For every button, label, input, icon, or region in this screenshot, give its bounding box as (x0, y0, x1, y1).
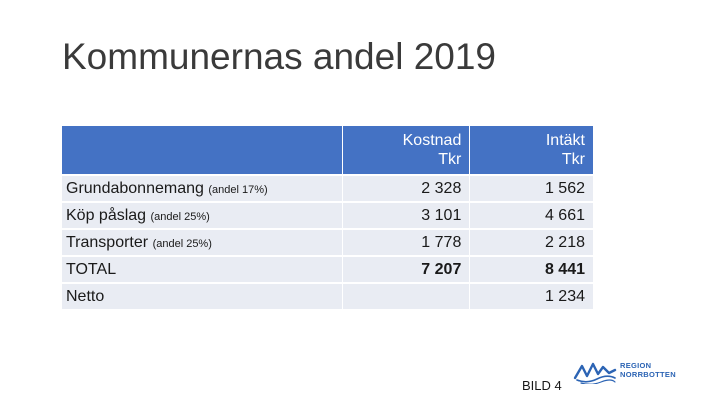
row-label-cell: Netto (62, 282, 344, 309)
slide-title: Kommunernas andel 2019 (62, 36, 497, 77)
row-label: Grundabonnemang (66, 179, 204, 197)
row-note: (andel 17%) (208, 183, 268, 196)
logo-wordmark: REGION NORRBOTTEN (620, 361, 676, 379)
header-kostnad-line2: Tkr (438, 151, 462, 168)
intakt-cell: 1 234 (470, 282, 593, 309)
row-label-cell: Transporter (andel 25%) (62, 228, 344, 255)
row-label-cell: Köp påslag (andel 25%) (62, 201, 344, 228)
kostnad-cell: 1 778 (343, 228, 471, 255)
table-header-row: Kostnad Tkr Intäkt Tkr (62, 126, 593, 174)
kostnad-cell (343, 282, 471, 309)
header-intakt-line1: Intäkt (545, 132, 585, 149)
header-blank-cell (62, 126, 344, 174)
table-row-netto: Netto 1 234 (62, 282, 593, 309)
intakt-cell: 4 661 (470, 201, 593, 228)
header-kostnad-line1: Kostnad (402, 132, 462, 149)
logo-line-1: REGION (620, 361, 652, 370)
intakt-cell: 2 218 (470, 228, 593, 255)
kostnad-cell: 2 328 (343, 174, 471, 201)
logo-mark-icon (573, 362, 617, 384)
row-label-cell: Grundabonnemang (andel 17%) (62, 174, 344, 201)
row-label: TOTAL (66, 260, 117, 278)
header-intakt: Intäkt Tkr (470, 126, 593, 174)
intakt-cell: 1 562 (470, 174, 593, 201)
kostnad-cell: 3 101 (343, 201, 471, 228)
cost-income-table: Kostnad Tkr Intäkt Tkr Grundabonnemang (… (62, 126, 593, 309)
kostnad-cell: 7 207 (343, 255, 471, 282)
row-note: (andel 25%) (150, 210, 210, 223)
logo-line-2: NORRBOTTEN (620, 370, 676, 379)
region-norrbotten-logo: REGION NORRBOTTEN (573, 358, 683, 388)
row-label-cell: TOTAL (62, 255, 344, 282)
row-label: Transporter (66, 233, 149, 251)
header-kostnad: Kostnad Tkr (343, 126, 471, 174)
row-label: Netto (66, 287, 105, 305)
table-row: Transporter (andel 25%) 1 778 2 218 (62, 228, 593, 255)
header-intakt-line2: Tkr (561, 151, 585, 168)
row-label: Köp påslag (66, 206, 147, 224)
slide-number: BILD 4 (522, 378, 562, 393)
table-row: Grundabonnemang (andel 17%) 2 328 1 562 (62, 174, 593, 201)
table-row: Köp påslag (andel 25%) 3 101 4 661 (62, 201, 593, 228)
row-note: (andel 25%) (152, 237, 212, 250)
table-row-total: TOTAL 7 207 8 441 (62, 255, 593, 282)
intakt-cell: 8 441 (470, 255, 593, 282)
